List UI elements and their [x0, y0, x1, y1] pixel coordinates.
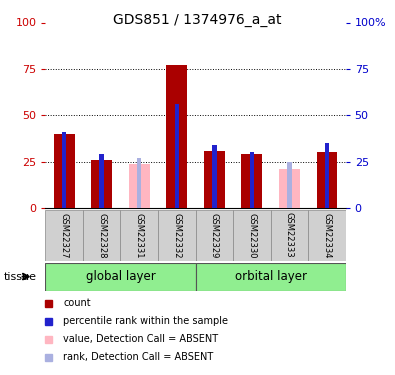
Text: GSM22329: GSM22329 — [210, 213, 219, 258]
Text: GDS851 / 1374976_a_at: GDS851 / 1374976_a_at — [113, 13, 282, 27]
Text: GSM22328: GSM22328 — [97, 213, 106, 258]
Bar — [287, 162, 292, 208]
Bar — [54, 134, 75, 208]
Bar — [158, 210, 196, 261]
Bar — [91, 160, 112, 208]
Text: GSM22334: GSM22334 — [322, 213, 331, 258]
Text: global layer: global layer — [86, 270, 155, 283]
Bar — [45, 262, 196, 291]
Bar — [279, 169, 300, 208]
Text: tissue: tissue — [4, 272, 37, 282]
Bar — [308, 210, 346, 261]
Text: GSM22333: GSM22333 — [285, 213, 294, 258]
Bar — [196, 210, 233, 261]
Bar — [100, 154, 104, 208]
Bar — [129, 164, 150, 208]
Bar — [316, 152, 337, 208]
Bar — [83, 210, 120, 261]
Bar — [250, 152, 254, 208]
Text: GSM22331: GSM22331 — [135, 213, 144, 258]
Text: GSM22327: GSM22327 — [60, 213, 69, 258]
Text: GSM22330: GSM22330 — [247, 213, 256, 258]
Text: rank, Detection Call = ABSENT: rank, Detection Call = ABSENT — [63, 352, 213, 362]
Bar — [137, 158, 141, 208]
Bar — [241, 154, 262, 208]
Bar — [204, 151, 225, 208]
Text: value, Detection Call = ABSENT: value, Detection Call = ABSENT — [63, 334, 218, 344]
Bar — [271, 210, 308, 261]
Bar — [120, 210, 158, 261]
Bar — [233, 210, 271, 261]
Bar — [166, 65, 187, 208]
Text: count: count — [63, 298, 91, 308]
Bar — [62, 132, 66, 208]
Bar — [45, 210, 83, 261]
Bar — [196, 262, 346, 291]
Text: orbital layer: orbital layer — [235, 270, 307, 283]
Text: GSM22332: GSM22332 — [172, 213, 181, 258]
Text: percentile rank within the sample: percentile rank within the sample — [63, 316, 228, 326]
Bar — [325, 143, 329, 208]
Bar — [175, 104, 179, 208]
Bar — [212, 145, 216, 208]
